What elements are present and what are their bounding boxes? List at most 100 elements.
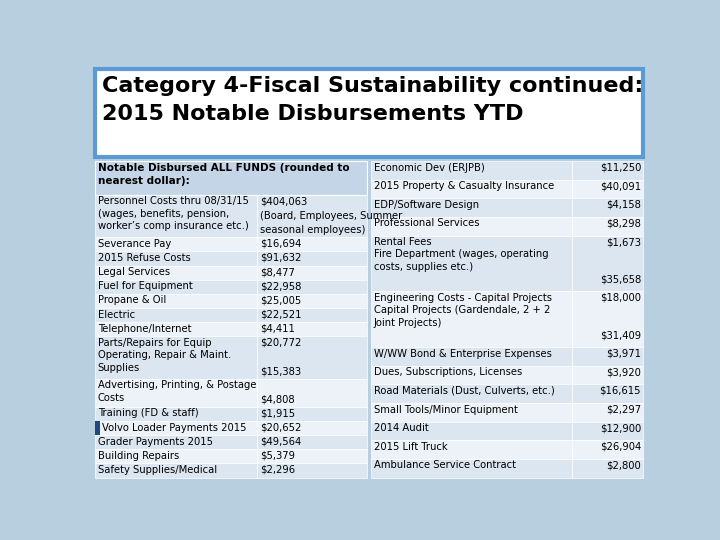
Bar <box>258 308 367 322</box>
Bar <box>258 237 367 252</box>
Text: Engineering Costs - Capital Projects
Capital Projects (Gardendale, 2 + 2
Joint P: Engineering Costs - Capital Projects Cap… <box>374 293 552 328</box>
Text: Professional Services: Professional Services <box>374 219 479 228</box>
Bar <box>572 161 644 180</box>
Bar <box>572 180 644 198</box>
Text: $40,091: $40,091 <box>600 181 641 191</box>
Text: $2,800: $2,800 <box>606 461 641 470</box>
Bar <box>371 422 572 440</box>
Bar <box>572 347 644 366</box>
Bar <box>572 198 644 217</box>
Text: Training (FD & staff): Training (FD & staff) <box>98 408 199 418</box>
Text: Notable Disbursed ALL FUNDS (rounded to
nearest dollar):: Notable Disbursed ALL FUNDS (rounded to … <box>98 164 349 186</box>
Text: $3,920: $3,920 <box>606 367 641 377</box>
Text: $91,632: $91,632 <box>260 253 301 263</box>
Bar <box>258 435 367 449</box>
Bar <box>572 440 644 459</box>
Text: Road Materials (Dust, Culverts, etc.): Road Materials (Dust, Culverts, etc.) <box>374 386 554 396</box>
Text: 2015 Notable Disbursements YTD: 2015 Notable Disbursements YTD <box>102 104 524 124</box>
Text: (Board, Employees, Summer: (Board, Employees, Summer <box>260 211 402 221</box>
Bar <box>258 463 367 477</box>
Text: Grader Payments 2015: Grader Payments 2015 <box>98 437 212 447</box>
Bar <box>258 336 367 379</box>
Text: 2015 Refuse Costs: 2015 Refuse Costs <box>98 253 191 263</box>
Bar <box>572 422 644 440</box>
Text: $3,971: $3,971 <box>606 349 641 359</box>
Text: Economic Dev (ERJPB): Economic Dev (ERJPB) <box>374 163 485 173</box>
Bar <box>94 294 258 308</box>
Text: Small Tools/Minor Equipment: Small Tools/Minor Equipment <box>374 404 518 415</box>
Text: Category 4-Fiscal Sustainability continued:: Category 4-Fiscal Sustainability continu… <box>102 76 644 96</box>
Text: $25,005: $25,005 <box>260 295 301 306</box>
Bar <box>94 69 644 157</box>
Text: $1,673: $1,673 <box>606 237 641 247</box>
Bar <box>94 237 258 252</box>
Text: $5,379: $5,379 <box>260 451 294 461</box>
Text: Severance Pay: Severance Pay <box>98 239 171 249</box>
Text: Parts/Repairs for Equip
Operating, Repair & Maint.
Supplies: Parts/Repairs for Equip Operating, Repai… <box>98 338 231 373</box>
Text: $15,383: $15,383 <box>260 366 301 376</box>
Bar <box>371 161 572 180</box>
Bar <box>371 403 572 422</box>
Text: $404,063: $404,063 <box>260 197 307 206</box>
Bar <box>371 459 572 477</box>
Text: Telephone/Internet: Telephone/Internet <box>98 323 192 334</box>
Bar <box>371 440 572 459</box>
Text: $22,521: $22,521 <box>260 309 301 320</box>
Text: $18,000: $18,000 <box>600 293 641 303</box>
Bar <box>572 292 644 347</box>
Text: $4,808: $4,808 <box>260 394 294 404</box>
Bar <box>371 366 572 384</box>
Text: Legal Services: Legal Services <box>98 267 170 277</box>
Bar <box>94 435 258 449</box>
Text: Fuel for Equipment: Fuel for Equipment <box>98 281 192 291</box>
Text: $49,564: $49,564 <box>260 437 301 447</box>
Text: EDP/Software Design: EDP/Software Design <box>374 200 479 210</box>
Bar <box>94 161 367 195</box>
Bar <box>258 322 367 336</box>
Bar <box>371 292 572 347</box>
Text: 2014 Audit: 2014 Audit <box>374 423 428 433</box>
Bar <box>572 235 644 292</box>
Text: 2015 Property & Casualty Insurance: 2015 Property & Casualty Insurance <box>374 181 554 191</box>
Bar <box>572 403 644 422</box>
Bar <box>94 336 258 379</box>
Bar <box>371 384 572 403</box>
Text: Ambulance Service Contract: Ambulance Service Contract <box>374 461 516 470</box>
Bar <box>94 195 258 237</box>
Bar <box>572 459 644 477</box>
Text: seasonal employees): seasonal employees) <box>260 225 365 235</box>
Text: W/WW Bond & Enterprise Expenses: W/WW Bond & Enterprise Expenses <box>374 349 552 359</box>
Bar <box>94 449 258 463</box>
Text: Propane & Oil: Propane & Oil <box>98 295 166 306</box>
Text: $22,958: $22,958 <box>260 281 301 291</box>
Text: Personnel Costs thru 08/31/15
(wages, benefits, pension,
worker’s comp insurance: Personnel Costs thru 08/31/15 (wages, be… <box>98 197 248 231</box>
Bar <box>94 421 100 435</box>
Text: $31,409: $31,409 <box>600 330 641 340</box>
Bar <box>371 217 572 235</box>
Text: $2,297: $2,297 <box>606 404 641 415</box>
Text: $1,915: $1,915 <box>260 408 295 418</box>
Text: 2015 Lift Truck: 2015 Lift Truck <box>374 442 447 452</box>
Bar <box>94 379 258 407</box>
Bar <box>371 198 572 217</box>
Text: $4,158: $4,158 <box>606 200 641 210</box>
Bar <box>258 421 367 435</box>
Text: Safety Supplies/Medical: Safety Supplies/Medical <box>98 465 217 475</box>
Text: Advertising, Printing, & Postage
Costs: Advertising, Printing, & Postage Costs <box>98 380 256 402</box>
Bar <box>572 217 644 235</box>
Bar <box>371 180 572 198</box>
Bar <box>258 379 367 407</box>
Text: $4,411: $4,411 <box>260 323 294 334</box>
Text: $11,250: $11,250 <box>600 163 641 173</box>
Bar <box>94 266 258 280</box>
Text: $2,296: $2,296 <box>260 465 295 475</box>
Text: $16,615: $16,615 <box>600 386 641 396</box>
Text: $16,694: $16,694 <box>260 239 301 249</box>
Bar <box>572 384 644 403</box>
Bar <box>94 463 258 477</box>
Bar <box>94 280 258 294</box>
Bar <box>258 449 367 463</box>
Text: $20,772: $20,772 <box>260 338 301 348</box>
Bar <box>258 195 367 237</box>
Text: Electric: Electric <box>98 309 135 320</box>
